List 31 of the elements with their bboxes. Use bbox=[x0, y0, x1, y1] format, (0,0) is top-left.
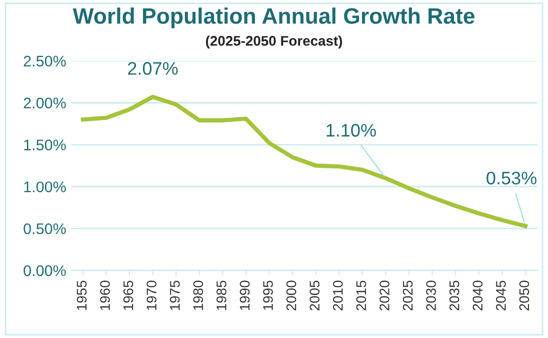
y-tick-label: 1.00% bbox=[24, 181, 66, 192]
x-tick-label: 2020 bbox=[380, 280, 390, 310]
x-tick-label: 1965 bbox=[123, 280, 134, 310]
y-tick-label: 2.00% bbox=[24, 98, 66, 108]
x-tick-label: 2025 bbox=[402, 280, 413, 310]
y-tick-label: 0.50% bbox=[24, 223, 66, 234]
x-tick-label: 1985 bbox=[216, 280, 226, 310]
chart-title: World Population Annual Growth Rate bbox=[72, 8, 474, 28]
annotation: 1.10% bbox=[326, 124, 376, 137]
x-tick-label: 2035 bbox=[449, 280, 460, 310]
x-tick-label: 1960 bbox=[100, 280, 110, 310]
y-tick-label: 1.50% bbox=[24, 140, 66, 150]
x-tick-label: 2005 bbox=[310, 280, 320, 310]
chart-subtitle: (2025-2050 Forecast) bbox=[206, 36, 342, 49]
x-tick-label: 1990 bbox=[240, 280, 250, 310]
x-tick-label: 1995 bbox=[263, 280, 273, 310]
x-tick-label: 1970 bbox=[146, 280, 156, 310]
x-tick-label: 1975 bbox=[170, 280, 180, 310]
x-tick-label: 1955 bbox=[76, 280, 87, 310]
x-tick-label: 2040 bbox=[472, 280, 483, 310]
x-tick-label: 2000 bbox=[286, 280, 296, 310]
annotation: 2.07% bbox=[128, 62, 178, 75]
x-tick-label: 1980 bbox=[193, 280, 204, 310]
x-tick-label: 2015 bbox=[356, 280, 366, 310]
annotation: 0.53% bbox=[486, 172, 536, 184]
x-tick-label: 2010 bbox=[332, 280, 343, 310]
x-tick-label: 2050 bbox=[519, 280, 530, 310]
y-tick-label: 2.50% bbox=[24, 56, 66, 67]
x-tick-label: 2045 bbox=[496, 280, 506, 310]
y-tick-label: 0.00% bbox=[24, 265, 66, 276]
x-tick-label: 2030 bbox=[426, 280, 436, 310]
